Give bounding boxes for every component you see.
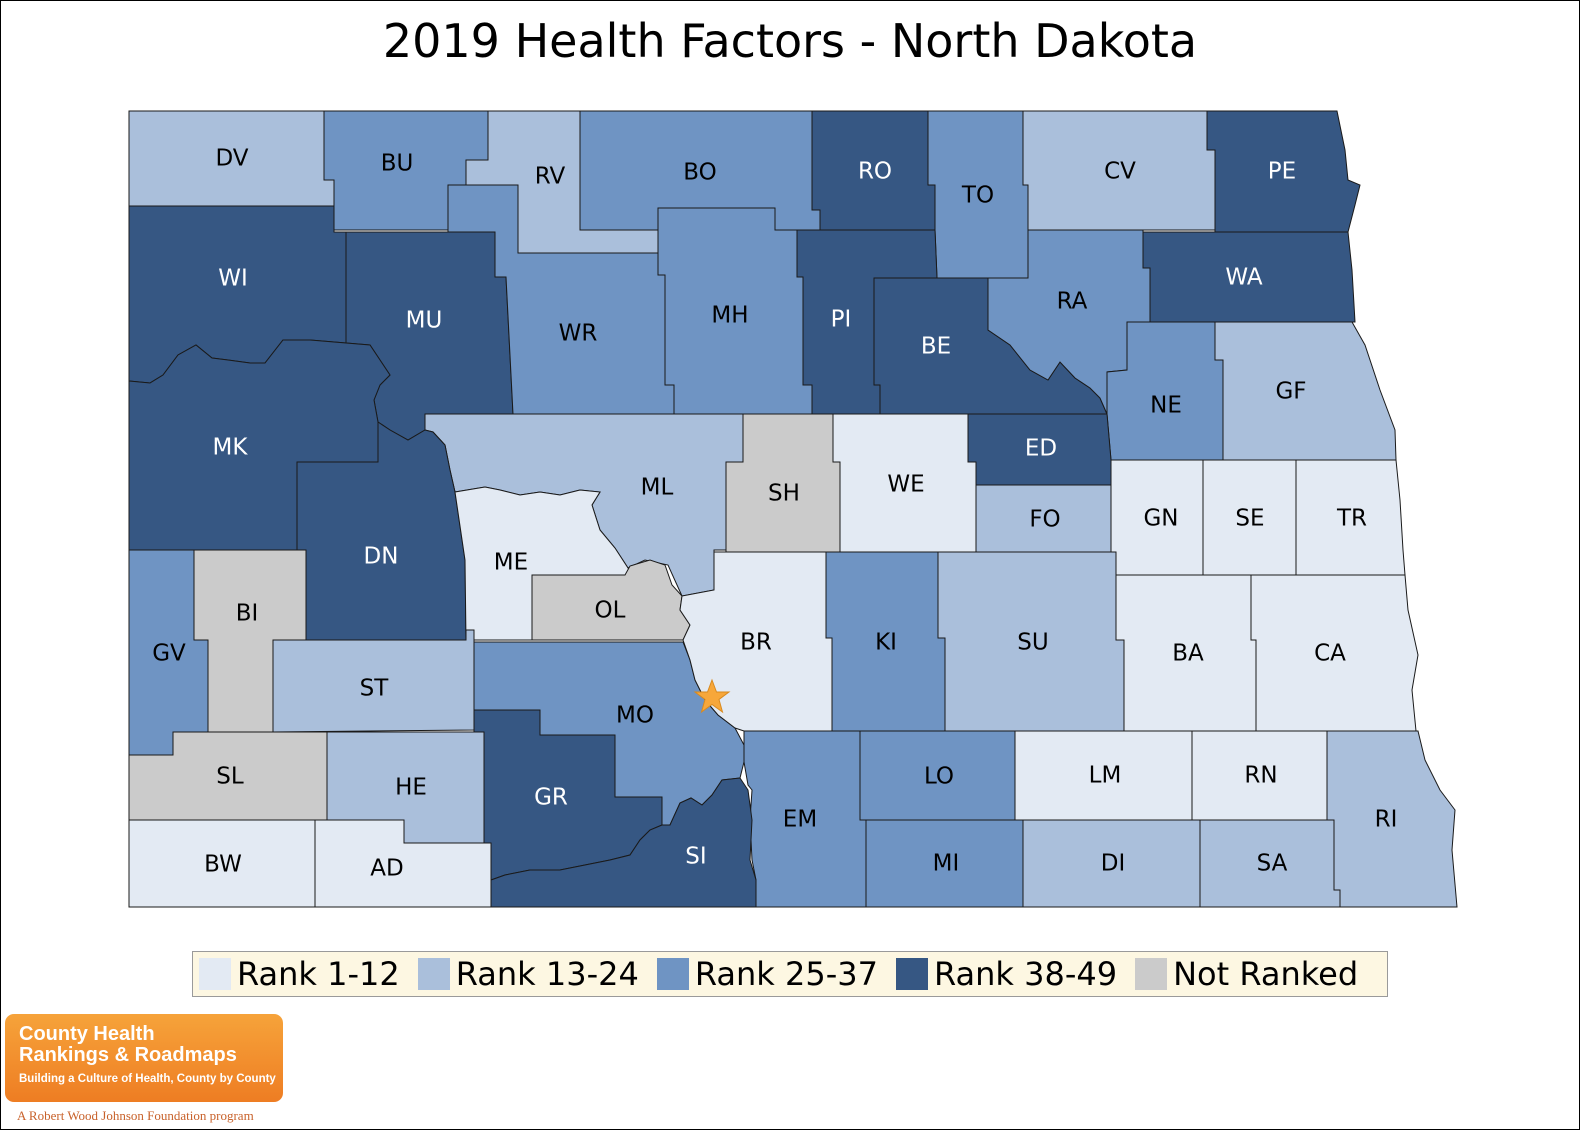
county-label-he: HE <box>395 775 427 801</box>
county-ca[interactable] <box>1250 574 1419 732</box>
county-label-fo: FO <box>1029 507 1060 533</box>
county-label-wa: WA <box>1225 265 1262 291</box>
map-title: 2019 Health Factors - North Dakota <box>382 14 1198 68</box>
county-label-be: BE <box>921 334 951 360</box>
county-label-br: BR <box>740 630 772 656</box>
legend-swatch <box>656 958 689 990</box>
legend-swatch <box>199 958 231 990</box>
county-label-bw: BW <box>204 852 242 878</box>
county-label-ne: NE <box>1150 393 1182 419</box>
county-label-mk: MK <box>213 435 249 461</box>
legend-label: Rank 13-24 <box>455 955 639 993</box>
legend-item-rank-1-12: Rank 1-12 <box>199 955 400 993</box>
county-label-rn: RN <box>1244 763 1277 789</box>
county-label-bu: BU <box>381 151 414 177</box>
logo-tagline: Building a Culture of Health, County by … <box>19 1073 276 1085</box>
county-label-ml: ML <box>641 475 674 501</box>
legend-label: Not Ranked <box>1173 955 1359 993</box>
county-me[interactable] <box>454 486 633 641</box>
county-ad[interactable] <box>314 819 492 908</box>
legend-item-rank-13-24: Rank 13-24 <box>417 955 639 993</box>
county-label-lm: LM <box>1089 763 1122 789</box>
legend-item-not-ranked: Not Ranked <box>1135 955 1358 993</box>
county-label-wr: WR <box>559 321 598 347</box>
county-label-se: SE <box>1235 506 1264 532</box>
county-label-dn: DN <box>364 544 399 570</box>
county-label-to: TO <box>961 183 994 209</box>
county-label-sa: SA <box>1257 851 1288 877</box>
county-label-st: ST <box>360 676 390 702</box>
county-gf[interactable] <box>1214 321 1397 461</box>
county-label-ki: KI <box>875 630 897 656</box>
county-label-ra: RA <box>1057 289 1088 315</box>
county-label-ba: BA <box>1172 641 1204 667</box>
county-label-mi: MI <box>933 851 960 877</box>
county-label-pe: PE <box>1268 159 1296 185</box>
county-label-em: EM <box>783 807 817 833</box>
county-label-ed: ED <box>1025 436 1057 462</box>
county-label-me: ME <box>494 550 528 576</box>
county-label-dv: DV <box>215 146 248 172</box>
legend-label: Rank 38-49 <box>933 955 1118 993</box>
county-pe[interactable] <box>1206 110 1361 233</box>
county-label-tr: TR <box>1336 506 1367 532</box>
map-legend: Rank 1-12 Rank 13-24 Rank 25-37 Rank 38-49 N… <box>192 951 1388 997</box>
county-label-lo: LO <box>924 764 954 790</box>
county-label-ad: AD <box>370 856 403 882</box>
chrr-logo: County Health Rankings & Roadmaps Buildi… <box>5 1014 283 1102</box>
legend-label: Rank 25-37 <box>694 955 878 993</box>
logo-name: County Health Rankings & Roadmaps <box>19 1023 237 1066</box>
county-label-bi: BI <box>236 601 259 627</box>
county-label-wi: WI <box>218 266 248 292</box>
county-label-cv: CV <box>1104 159 1136 185</box>
county-label-pi: PI <box>831 307 852 333</box>
county-label-sl: SL <box>216 764 244 790</box>
county-label-mh: MH <box>711 303 748 329</box>
county-sa[interactable] <box>1199 819 1341 908</box>
county-layer <box>128 110 1458 908</box>
county-label-rv: RV <box>535 164 566 190</box>
county-label-bo: BO <box>683 160 716 186</box>
county-label-gv: GV <box>152 641 186 667</box>
county-label-ri: RI <box>1375 807 1398 833</box>
county-label-layer: DV BU RV BO RO TO CV PE WI MU WR MH PI BE RA WA NE GF MK ML… <box>152 146 1397 882</box>
legend-swatch <box>895 958 928 990</box>
county-label-we: WE <box>887 472 924 498</box>
legend-swatch <box>1135 958 1168 990</box>
county-label-gn: GN <box>1143 506 1178 532</box>
county-label-mo: MO <box>616 703 654 729</box>
county-label-ol: OL <box>595 598 626 624</box>
county-label-gf: GF <box>1275 379 1306 405</box>
county-label-su: SU <box>1017 630 1048 656</box>
legend-item-rank-38-49: Rank 38-49 <box>895 955 1118 993</box>
county-label-ca: CA <box>1314 641 1346 667</box>
county-label-di: DI <box>1101 851 1126 877</box>
county-label-gr: GR <box>534 785 568 811</box>
county-label-ro: RO <box>858 159 892 185</box>
county-label-sh: SH <box>768 481 800 507</box>
county-si[interactable] <box>490 777 757 908</box>
county-label-si: SI <box>685 844 706 870</box>
legend-label: Rank 1-12 <box>237 955 400 993</box>
county-label-mu: MU <box>406 308 443 334</box>
capital-star-icon <box>693 678 731 714</box>
legend-item-rank-25-37: Rank 25-37 <box>656 955 878 993</box>
legend-swatch <box>417 958 450 990</box>
logo-sponsor: A Robert Wood Johnson Foundation program <box>17 1108 254 1123</box>
county-ol[interactable] <box>531 559 691 641</box>
